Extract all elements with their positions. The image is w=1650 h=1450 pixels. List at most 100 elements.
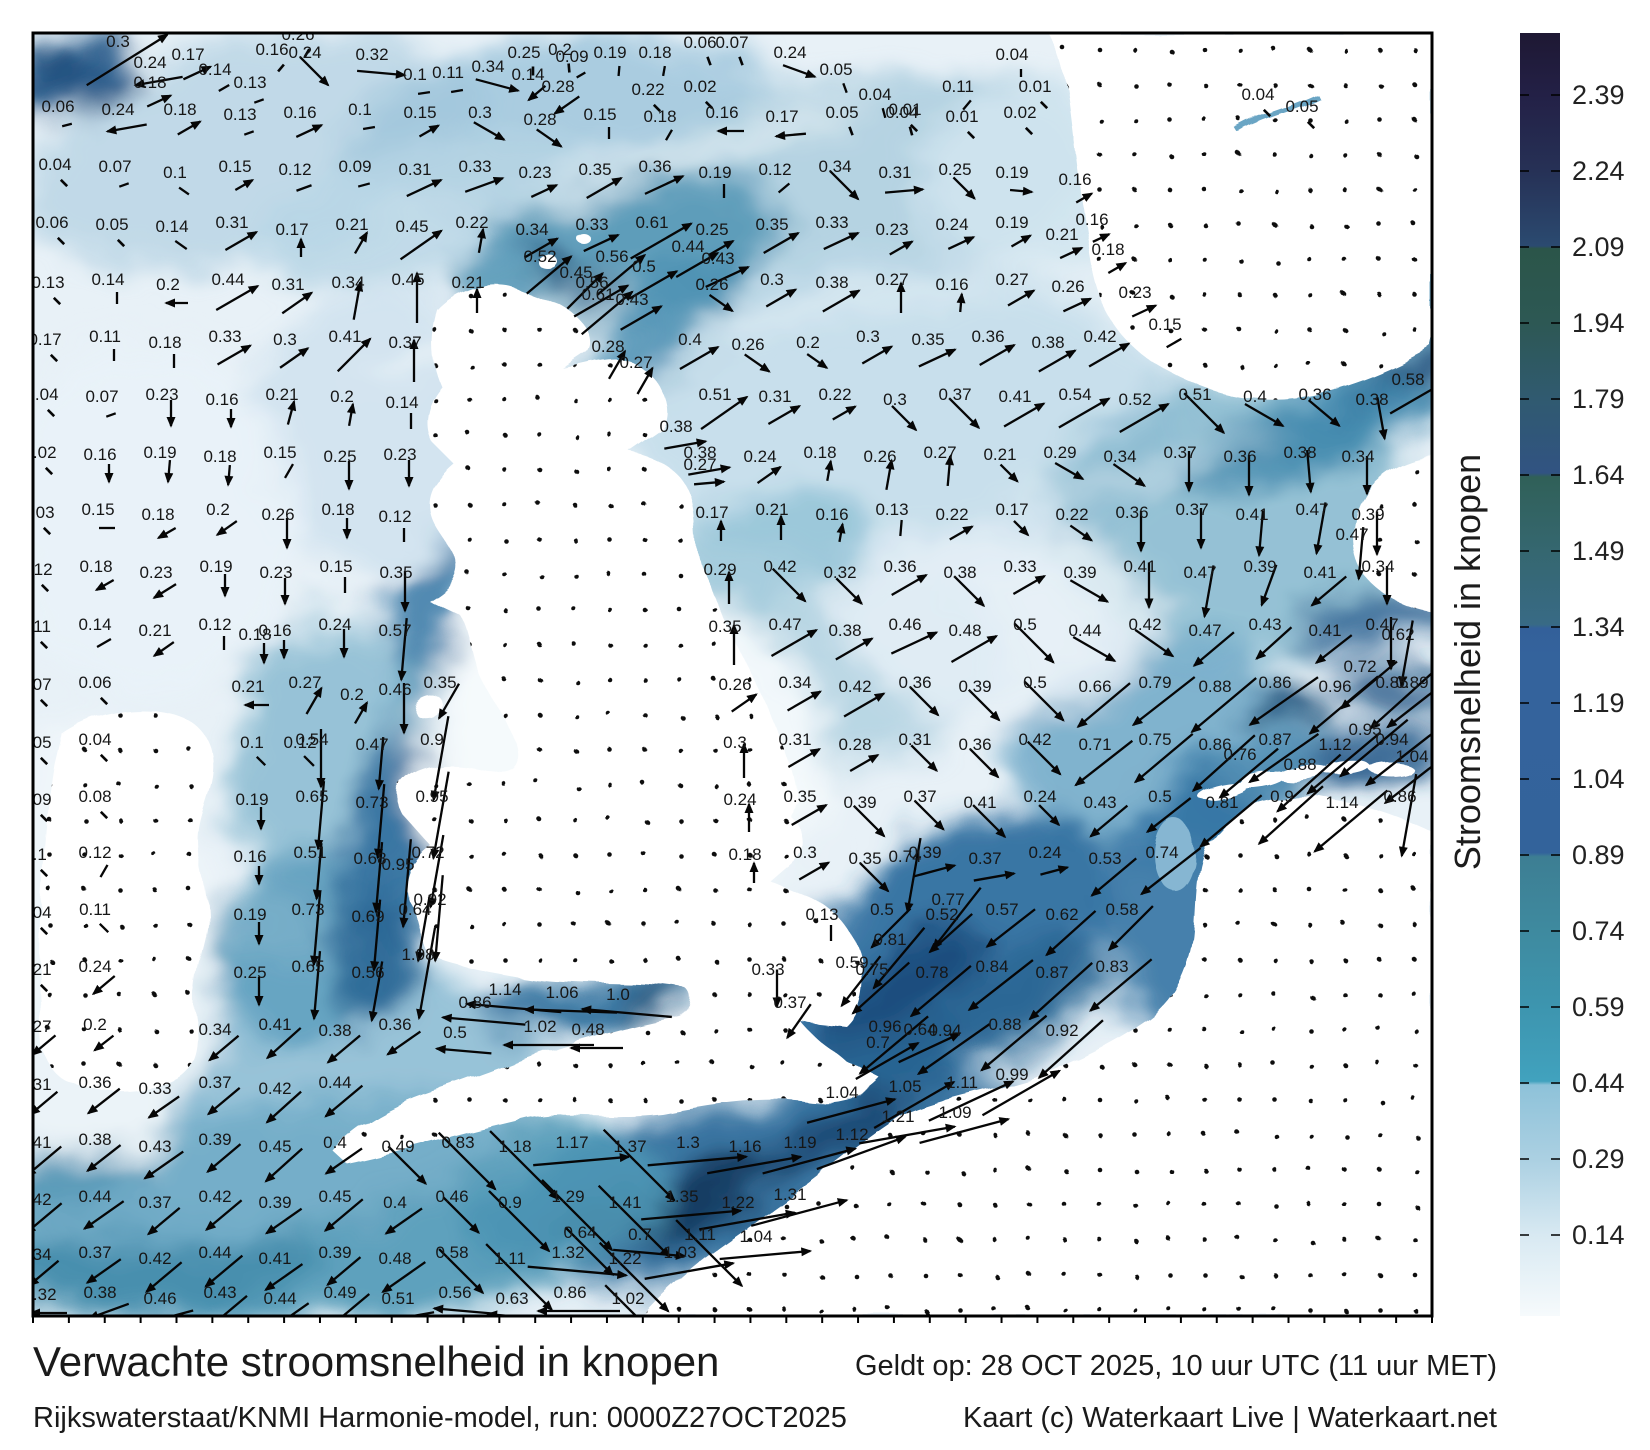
current-value: 1.11 xyxy=(946,1073,978,1092)
current-value: 0.95 xyxy=(415,787,448,806)
colorbar-tick-mark xyxy=(1551,702,1560,704)
colorbar-tick-label: 1.49 xyxy=(1572,536,1625,566)
current-value: 1.04 xyxy=(825,1083,858,1102)
current-value: 0.44 xyxy=(78,1187,111,1206)
current-arrow xyxy=(1013,622,1055,664)
colorbar-tick-mark xyxy=(1520,474,1529,476)
current-arrow xyxy=(1255,510,1265,558)
current-value: 0.39 xyxy=(258,1193,291,1212)
current-value: 0.66 xyxy=(1078,677,1111,696)
current-value: 0.19 xyxy=(698,163,731,182)
current-value: 1.18 xyxy=(498,1137,531,1156)
current-arrow xyxy=(644,175,685,195)
current-arrow xyxy=(932,886,982,950)
colorbar-tick-mark xyxy=(1551,1082,1560,1084)
current-arrow xyxy=(1248,732,1320,784)
current-value: 0.58 xyxy=(435,1243,468,1262)
current-value: 0.43 xyxy=(1083,793,1116,812)
current-dash xyxy=(661,65,667,77)
current-value: 0.71 xyxy=(1078,735,1111,754)
current-value: 0.29 xyxy=(703,560,736,579)
current-value: 1.19 xyxy=(783,1133,816,1152)
current-value: 0.31 xyxy=(215,213,248,232)
current-arrow xyxy=(152,583,177,599)
current-value: 0.34 xyxy=(818,157,851,176)
land-shetland xyxy=(578,235,592,245)
current-value: 0.36 xyxy=(971,327,1004,346)
current-value: 0.39 xyxy=(198,1130,231,1149)
current-value: 0.52 xyxy=(925,905,958,924)
current-arrow xyxy=(1314,634,1353,664)
valid-time: Geldt op: 28 OCT 2025, 10 uur UTC (11 uu… xyxy=(854,1350,1497,1382)
current-value: 0.28 xyxy=(541,77,574,96)
current-value: 0.21 xyxy=(265,385,298,404)
current-value: 1.14 xyxy=(488,980,521,999)
current-value: 0.36 xyxy=(378,1015,411,1034)
current-arrow xyxy=(442,1196,480,1234)
current-arrow xyxy=(156,527,177,539)
current-arrow xyxy=(708,294,734,313)
current-arrow xyxy=(1313,502,1327,556)
current-value: 0.12 xyxy=(198,615,231,634)
current-arrow xyxy=(1190,677,1257,734)
current-value: 0.62 xyxy=(1045,905,1078,924)
current-value-labels: 0.30.24 0.170.180.140.130.260.16 0.24 0.320… xyxy=(18,33,1429,1308)
current-value: 0.7 xyxy=(866,1033,890,1052)
current-value: 0.45 xyxy=(391,270,424,289)
current-arrow xyxy=(950,635,999,663)
current-arrow xyxy=(265,1027,302,1060)
current-value: 0.36 xyxy=(1115,503,1148,522)
current-value: 0.01 xyxy=(945,107,978,126)
current-arrow xyxy=(1218,747,1279,799)
current-value: 0.65 xyxy=(295,787,328,806)
current-value: 0.5 xyxy=(1023,673,1047,692)
current-value: 0.46 xyxy=(378,680,411,699)
current-value: 0.36 xyxy=(1298,385,1331,404)
current-value: 0.38 xyxy=(318,1021,351,1040)
current-value: 0.53 xyxy=(1088,849,1121,868)
current-value: 0.5 xyxy=(1013,615,1037,634)
current-value: 0.31 xyxy=(18,1075,51,1094)
current-value: 0.38 xyxy=(1355,390,1388,409)
current-value: 0.36 xyxy=(898,673,931,692)
current-value: 0.22 xyxy=(631,80,664,99)
current-value: 0.15 xyxy=(583,105,616,124)
current-value: 0.45 xyxy=(318,1187,351,1206)
current-value: 0.1 xyxy=(348,100,372,119)
current-value: 0.44 xyxy=(211,270,244,289)
land-orkney xyxy=(538,255,558,269)
land-group xyxy=(39,33,1432,1316)
current-arrow xyxy=(279,347,310,369)
current-arrow xyxy=(840,955,882,1008)
current-arrow xyxy=(1305,449,1315,494)
colorbar-tick-mark xyxy=(1520,94,1529,96)
current-value: 0.44 xyxy=(671,237,704,256)
current-value: 0.95 xyxy=(1348,720,1381,739)
current-value: 0.86 xyxy=(1383,787,1416,806)
colorbar-tick-label: 1.94 xyxy=(1572,308,1625,338)
colorbar-tick-mark xyxy=(1520,1234,1529,1236)
current-value: 0.41 xyxy=(1303,563,1336,582)
current-value: 0.34 xyxy=(778,673,811,692)
current-value: 0.09 xyxy=(338,157,371,176)
colorbar-tick-label: 0.44 xyxy=(1572,1068,1625,1098)
current-value: 0.19 xyxy=(199,557,232,576)
current-arrow xyxy=(1037,1019,1104,1079)
current-value: 0.3 xyxy=(273,330,297,349)
current-arrow xyxy=(475,78,520,93)
current-value: 0.27 xyxy=(875,270,908,289)
current-value: 0.3 xyxy=(793,843,817,862)
current-dash xyxy=(218,84,230,92)
current-value: 0.14 xyxy=(155,217,188,236)
current-arrow xyxy=(583,233,620,253)
current-arrow xyxy=(221,1295,248,1316)
current-arrow xyxy=(969,748,1000,779)
current-arrow xyxy=(859,862,890,893)
current-value: 0.05 xyxy=(825,103,858,122)
current-value: 0.34 xyxy=(198,1020,231,1039)
current-arrow xyxy=(264,1207,303,1235)
current-value: 0.2 xyxy=(156,275,180,294)
current-value: 0.37 xyxy=(968,849,1001,868)
current-value: 0.02 xyxy=(23,443,56,462)
current-value: 0.49 xyxy=(381,1137,414,1156)
